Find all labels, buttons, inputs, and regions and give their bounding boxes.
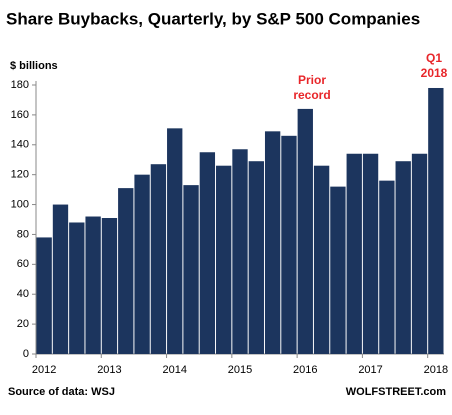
bar	[52, 204, 69, 354]
bar	[346, 153, 362, 354]
bar	[69, 222, 85, 354]
y-tick-label: 160	[11, 109, 29, 121]
x-tick-label: 2016	[293, 364, 317, 376]
annotation: 2018	[421, 66, 448, 80]
bar	[183, 185, 199, 354]
bar	[379, 180, 395, 354]
bar	[199, 152, 216, 354]
bar	[232, 149, 248, 354]
bar	[362, 153, 379, 354]
source: Source of data: WSJ	[8, 386, 115, 398]
x-tick-label: 2015	[228, 364, 252, 376]
y-tick-label: 80	[17, 228, 29, 240]
chart-title: Share Buybacks, Quarterly, by S&P 500 Co…	[6, 9, 420, 28]
y-tick-label: 100	[11, 198, 29, 210]
annotation: record	[293, 88, 330, 102]
bar	[411, 153, 428, 354]
bar	[150, 164, 167, 354]
bar	[134, 174, 150, 354]
x-tick-label: 2014	[162, 364, 186, 376]
y-tick-label: 20	[17, 318, 29, 330]
bar	[216, 165, 232, 354]
bar	[167, 128, 183, 354]
x-tick-label: 2017	[358, 364, 382, 376]
x-tick-label: 2013	[97, 364, 121, 376]
bar	[313, 165, 330, 354]
bar	[118, 188, 134, 354]
bar	[85, 216, 101, 354]
bar	[297, 108, 313, 355]
credit: WOLFSTREET.com	[346, 386, 446, 398]
bar	[428, 87, 444, 354]
bar	[248, 161, 264, 354]
annotation: Q1	[426, 51, 442, 65]
bar	[36, 237, 52, 354]
bar	[330, 186, 346, 354]
annotation: Prior	[298, 73, 326, 87]
y-tick-label: 140	[11, 139, 29, 151]
bar	[281, 135, 297, 354]
y-tick-label: 120	[11, 169, 29, 181]
x-tick-label: 2012	[32, 364, 56, 376]
y-tick-label: 180	[11, 79, 29, 91]
x-tick-label: 2018	[424, 364, 448, 376]
y-tick-label: 40	[17, 288, 29, 300]
bar	[101, 218, 118, 354]
y-tick-label: 60	[17, 258, 29, 270]
bar	[395, 161, 411, 354]
y-tick-label: 0	[23, 348, 29, 360]
y-axis-label: $ billions	[10, 60, 58, 72]
bar	[264, 131, 281, 354]
